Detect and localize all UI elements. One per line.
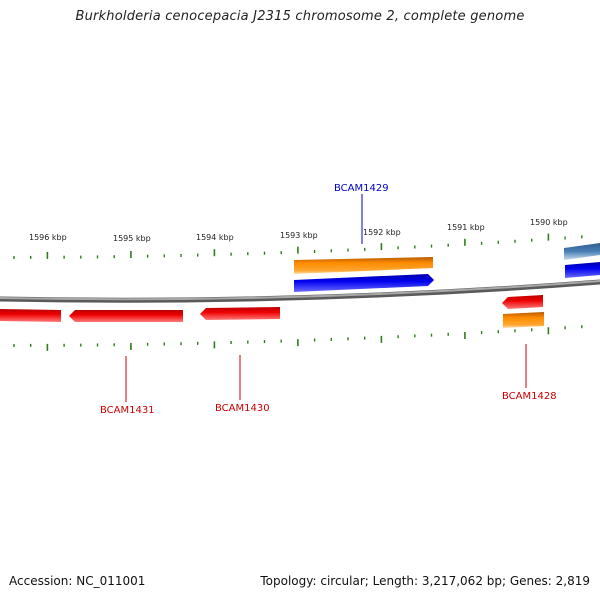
ruler-label-1593: 1593 kbp <box>280 231 318 240</box>
topology-summary: Topology: circular; Length: 3,217,062 bp… <box>260 574 590 588</box>
gene-bcam1428[interactable] <box>502 295 543 309</box>
cds-bcam1428[interactable] <box>503 312 544 328</box>
inner-tick-row <box>13 325 583 351</box>
feature-right-edge[interactable] <box>564 243 600 260</box>
gene-label-bcam1429[interactable]: BCAM1429 <box>334 183 389 194</box>
gene-label-bcam1431[interactable]: BCAM1431 <box>100 405 155 416</box>
gene-bcam1430[interactable] <box>200 307 280 320</box>
ruler-label-1596: 1596 kbp <box>29 233 67 242</box>
gene-right-edge[interactable] <box>565 262 600 278</box>
ruler-label-1595: 1595 kbp <box>113 234 151 243</box>
gene-left-edge[interactable] <box>0 309 61 322</box>
chromosome-backbone <box>0 280 600 301</box>
accession-text: Accession: NC_011001 <box>9 574 146 588</box>
ruler-label-1592: 1592 kbp <box>363 228 401 237</box>
outer-tick-row <box>13 233 583 259</box>
gene-label-bcam1428[interactable]: BCAM1428 <box>502 391 557 402</box>
gene-bcam1431[interactable] <box>69 310 183 322</box>
ruler-label-1594: 1594 kbp <box>196 233 234 242</box>
cds-bcam1429[interactable] <box>294 257 433 274</box>
ruler-label-1590: 1590 kbp <box>530 218 568 227</box>
map-title: Burkholderia cenocepacia J2315 chromosom… <box>75 9 525 24</box>
gene-bcam1429[interactable] <box>294 274 434 292</box>
ruler-label-1591: 1591 kbp <box>447 223 485 232</box>
gene-label-bcam1430[interactable]: BCAM1430 <box>215 403 270 414</box>
